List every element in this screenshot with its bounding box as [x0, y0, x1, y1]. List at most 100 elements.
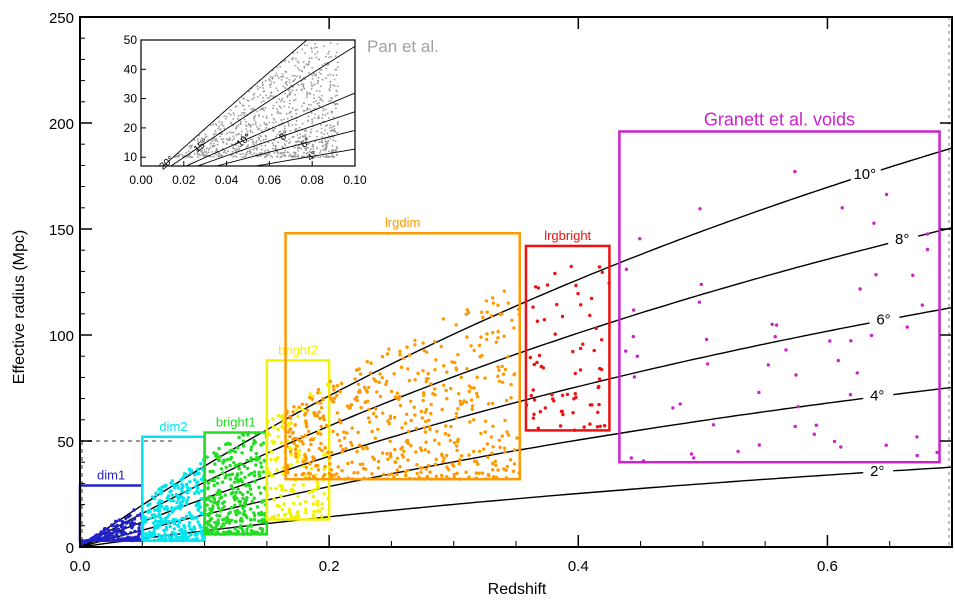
- data-point: [424, 440, 428, 444]
- data-point: [148, 510, 152, 514]
- inset-data-point: [272, 107, 274, 110]
- data-point: [475, 391, 479, 396]
- data-point: [911, 273, 915, 277]
- data-point: [711, 423, 716, 427]
- data-point: [469, 398, 474, 402]
- data-point: [415, 463, 419, 467]
- inset-data-point: [292, 154, 295, 157]
- data-point: [395, 456, 400, 460]
- inset-data-point: [336, 123, 339, 126]
- data-point: [329, 468, 334, 472]
- inset-x-tick-label: 0.00: [129, 173, 153, 187]
- inset-data-point: [234, 149, 237, 152]
- data-point: [181, 485, 185, 489]
- inset-data-point: [284, 59, 287, 62]
- inset-data-point: [219, 133, 222, 136]
- data-point: [624, 267, 629, 271]
- inset-data-point: [336, 85, 339, 87]
- data-point: [213, 462, 217, 466]
- data-point: [321, 475, 325, 479]
- inset-background: [141, 40, 355, 166]
- inset-data-point: [332, 139, 335, 142]
- data-point: [434, 457, 438, 462]
- data-point: [535, 319, 540, 323]
- inset-data-point: [291, 124, 294, 126]
- data-point: [433, 462, 438, 466]
- data-point: [233, 503, 237, 507]
- data-point: [434, 358, 438, 362]
- data-point: [234, 519, 238, 524]
- data-point: [378, 372, 382, 376]
- data-point: [315, 400, 319, 405]
- inset-data-point: [324, 143, 327, 146]
- inset-data-point: [336, 132, 339, 134]
- inset-data-point: [324, 125, 327, 127]
- inset-data-point: [303, 135, 306, 137]
- inset-data-point: [331, 110, 334, 113]
- data-point: [569, 264, 573, 269]
- inset-data-point: [259, 124, 262, 127]
- sample-label: bright1: [216, 415, 256, 430]
- data-point: [241, 439, 246, 443]
- inset-data-point: [336, 66, 339, 69]
- data-point: [784, 348, 788, 352]
- data-point: [114, 519, 118, 523]
- inset-data-point: [262, 138, 265, 141]
- data-point: [403, 470, 408, 474]
- inset-data-point: [212, 123, 215, 126]
- inset-data-point: [318, 96, 320, 99]
- inset-data-point: [293, 99, 295, 102]
- inset-data-point: [281, 154, 284, 157]
- data-point: [168, 490, 172, 494]
- data-point: [422, 348, 426, 353]
- data-point: [356, 471, 360, 475]
- inset-data-point: [327, 139, 330, 142]
- data-point: [766, 363, 770, 367]
- inset-data-point: [297, 146, 299, 149]
- data-point: [170, 493, 174, 497]
- data-point: [406, 458, 410, 462]
- data-point: [222, 505, 226, 509]
- inset-data-point: [178, 154, 181, 157]
- data-point: [163, 484, 167, 488]
- data-point: [498, 312, 502, 317]
- data-point: [311, 494, 316, 499]
- inset-data-point: [228, 131, 231, 134]
- inset-data-point: [212, 156, 215, 158]
- data-point: [447, 433, 451, 437]
- inset-data-point: [196, 153, 199, 156]
- inset-data-point: [254, 121, 257, 124]
- data-point: [153, 524, 157, 528]
- inset-data-point: [249, 148, 252, 151]
- data-point: [152, 527, 157, 531]
- data-point: [509, 396, 513, 400]
- inset-data-point: [280, 119, 283, 122]
- inset-angle-curve-4deg: [253, 148, 355, 166]
- data-point: [317, 446, 321, 451]
- data-point: [550, 393, 554, 397]
- inset-data-point: [318, 71, 321, 74]
- data-point: [455, 448, 459, 453]
- data-point: [199, 512, 203, 516]
- data-point: [452, 464, 456, 468]
- data-point: [350, 443, 354, 447]
- inset-data-point: [317, 115, 320, 117]
- inset-data-point: [260, 108, 263, 110]
- inset-data-point: [272, 121, 274, 124]
- data-point: [320, 448, 324, 453]
- inset-data-point: [303, 102, 305, 105]
- data-point: [531, 305, 535, 309]
- data-point: [419, 409, 423, 414]
- inset-data-point: [252, 107, 255, 110]
- data-point: [227, 450, 231, 454]
- inset-data-point: [332, 102, 335, 104]
- inset-data-point: [271, 142, 274, 145]
- inset-data-point: [306, 96, 308, 99]
- angle-label-bg: [850, 164, 881, 183]
- data-point: [588, 422, 592, 426]
- data-point: [406, 367, 410, 371]
- data-point: [316, 431, 320, 435]
- data-point: [359, 405, 363, 410]
- inset-data-point: [308, 135, 311, 138]
- data-point: [234, 476, 238, 481]
